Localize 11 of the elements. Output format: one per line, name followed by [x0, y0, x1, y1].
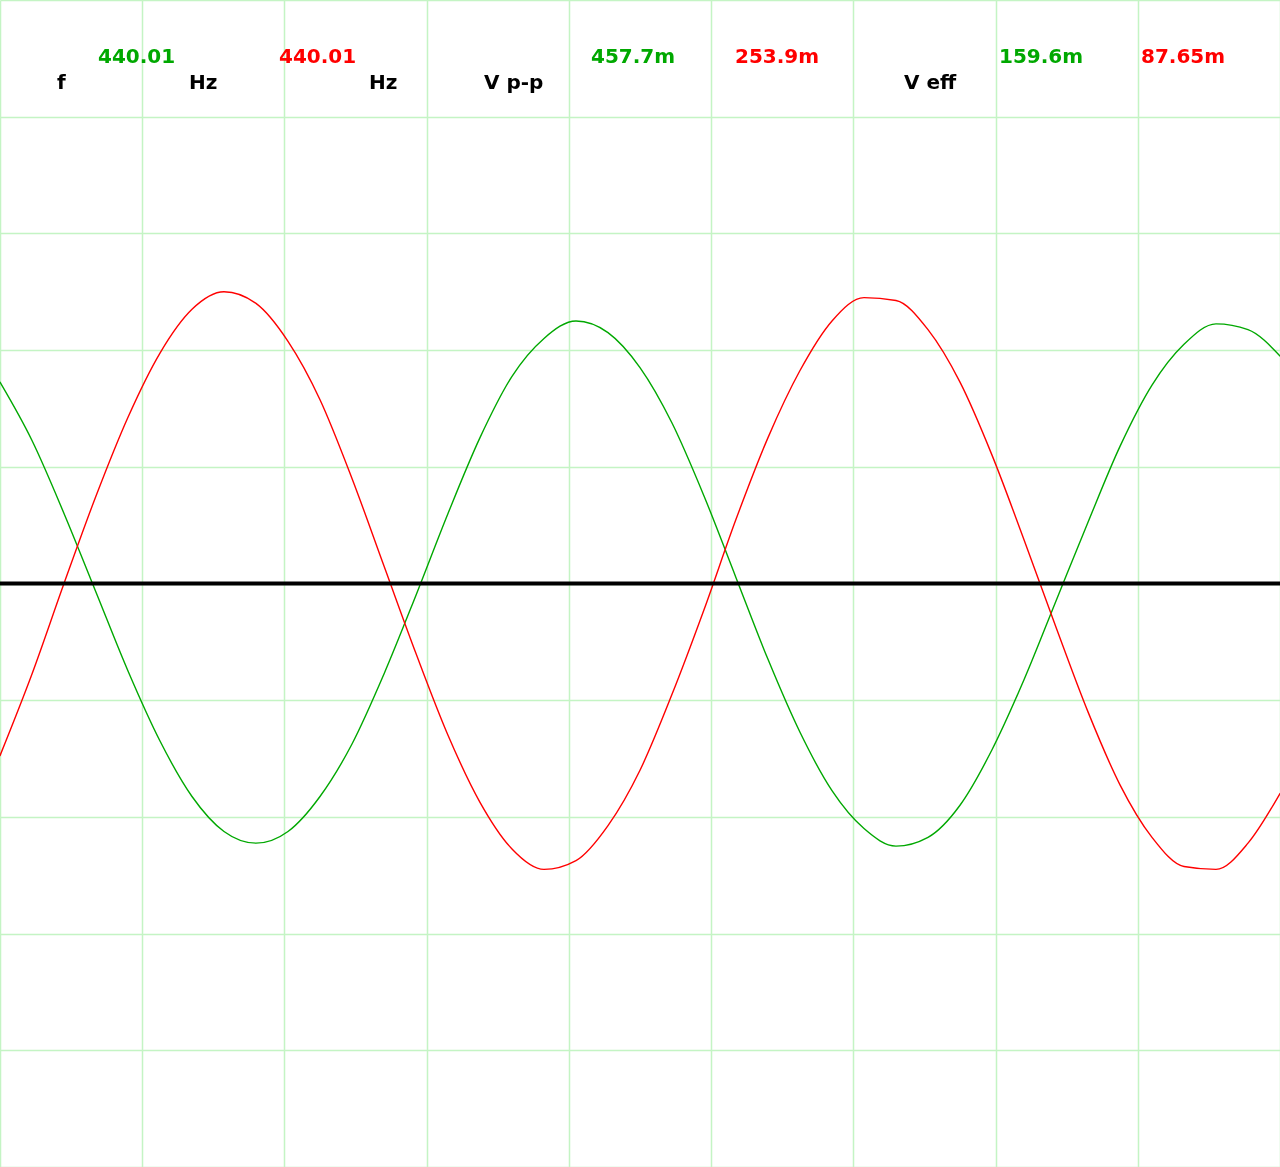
- text: 440.01: [98, 44, 176, 68]
- text: V eff: [904, 70, 958, 94]
- text: 159.6m: [999, 44, 1084, 68]
- text: 457.7m: [591, 44, 676, 68]
- text: 253.9m: [735, 44, 820, 68]
- text: 440.01: [279, 44, 357, 68]
- text: 87.65m: [1141, 44, 1226, 68]
- text: V p-p: [484, 70, 544, 94]
- text: Hz: [369, 70, 398, 94]
- text: f: [57, 70, 66, 94]
- text: Hz: [189, 70, 218, 94]
